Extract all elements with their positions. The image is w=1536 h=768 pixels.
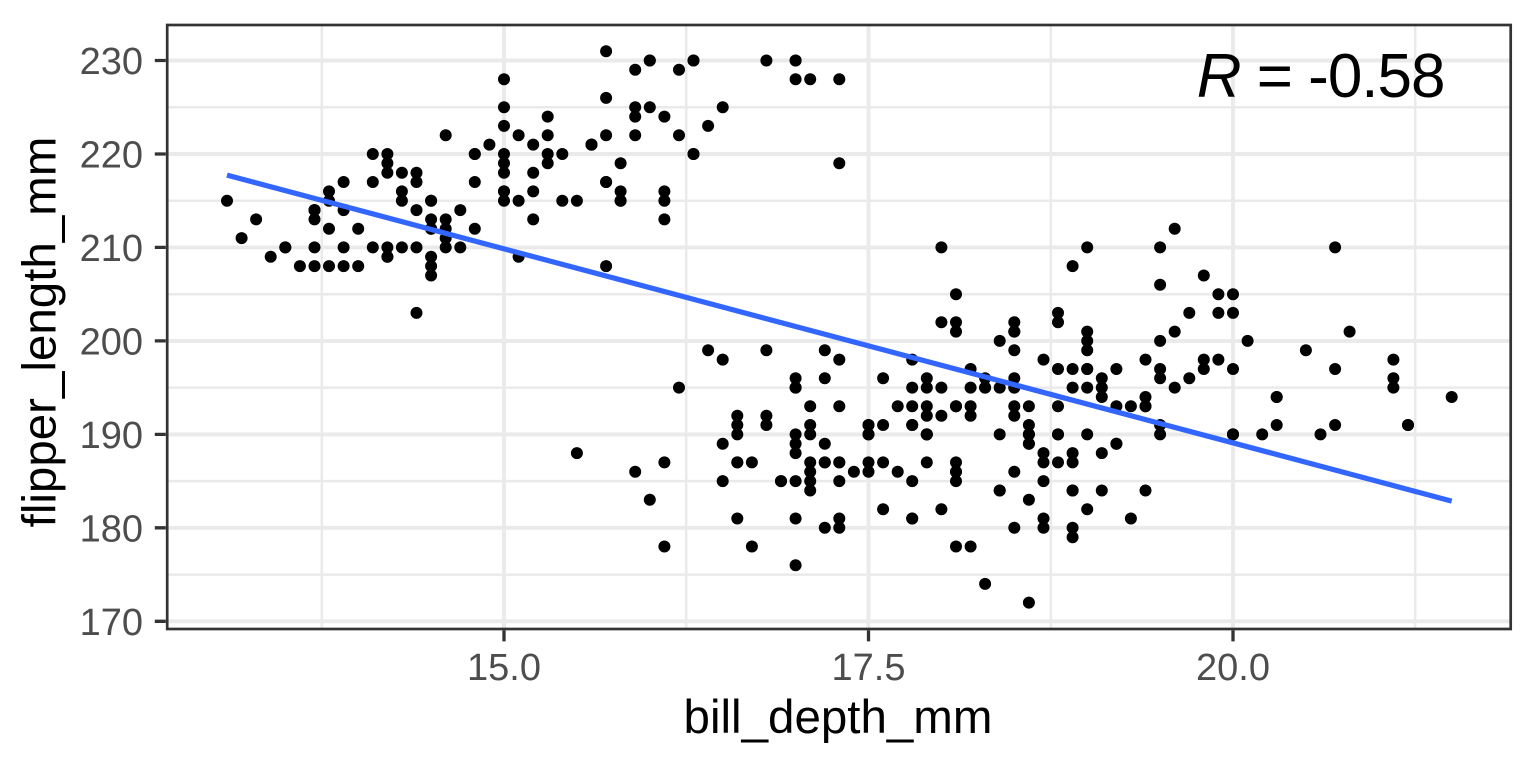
svg-text:20.0: 20.0 xyxy=(1196,647,1270,689)
svg-text:190: 190 xyxy=(80,415,143,457)
svg-text:220: 220 xyxy=(80,135,143,177)
svg-text:flipper_length_mm: flipper_length_mm xyxy=(14,137,67,528)
svg-text:R = -0.58: R = -0.58 xyxy=(1197,42,1445,111)
svg-text:15.0: 15.0 xyxy=(467,647,541,689)
svg-text:bill_depth_mm: bill_depth_mm xyxy=(684,691,993,744)
svg-text:17.5: 17.5 xyxy=(832,647,906,689)
svg-text:210: 210 xyxy=(80,228,143,270)
svg-text:180: 180 xyxy=(80,508,143,550)
svg-text:200: 200 xyxy=(80,322,143,364)
svg-text:170: 170 xyxy=(80,602,143,644)
svg-text:230: 230 xyxy=(80,41,143,83)
